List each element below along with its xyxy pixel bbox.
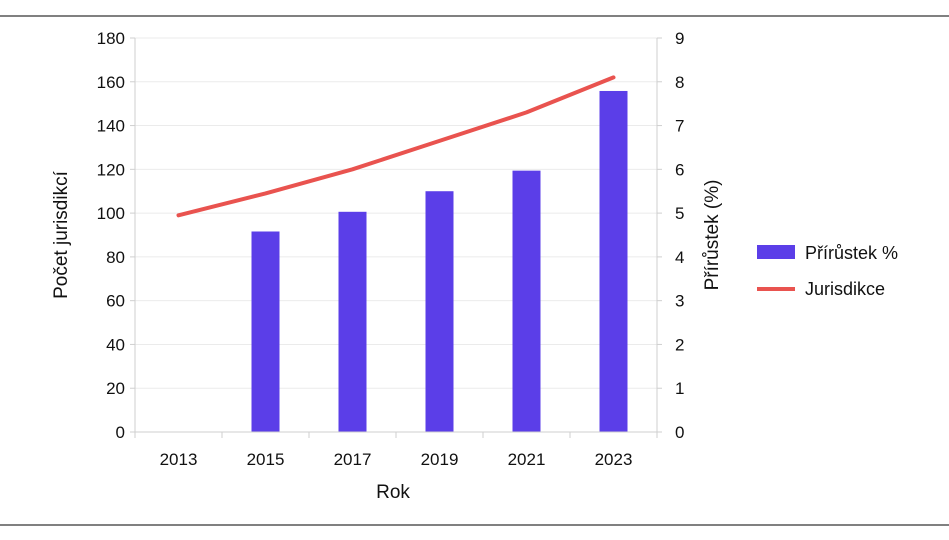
y2-tick-label: 8	[675, 73, 684, 92]
bar	[512, 170, 541, 432]
y-tick-label: 60	[106, 292, 125, 311]
y2-tick-label: 6	[675, 160, 684, 179]
legend-label-line: Jurisdikce	[805, 279, 885, 299]
x-tick-label: 2013	[160, 450, 198, 469]
y-axis-title: Počet jurisdikcí	[51, 170, 72, 298]
right-axis-ticks: 0 1 2 3 4 5 6 7 8 9	[657, 29, 684, 442]
y2-tick-label: 2	[675, 335, 684, 354]
y-tick-label: 40	[106, 335, 125, 354]
y2-tick-label: 0	[675, 423, 684, 442]
y-tick-label: 180	[97, 29, 125, 48]
legend-label-bar: Přírůstek %	[805, 243, 898, 263]
y2-tick-label: 9	[675, 29, 684, 48]
axes	[134, 38, 658, 433]
x-tick-label: 2021	[508, 450, 546, 469]
y-tick-label: 80	[106, 248, 125, 267]
y-tick-label: 120	[97, 160, 125, 179]
bar	[599, 90, 628, 433]
y-tick-label: 0	[116, 423, 125, 442]
x-axis-ticks: 2013 2015 2017 2019 2021 2023	[134, 432, 658, 469]
y2-axis-title: Přírůstek (%)	[702, 180, 723, 291]
x-tick-label: 2017	[334, 450, 372, 469]
y2-tick-label: 7	[675, 117, 684, 136]
bar	[338, 211, 367, 432]
legend-swatch-bar	[757, 245, 795, 259]
y2-tick-label: 1	[675, 379, 684, 398]
bar-series	[251, 90, 628, 433]
bar	[251, 231, 280, 432]
y2-tick-label: 5	[675, 204, 684, 223]
y-tick-label: 20	[106, 379, 125, 398]
line-series	[176, 75, 616, 218]
x-tick-label: 2015	[247, 450, 285, 469]
y-tick-label: 140	[97, 117, 125, 136]
x-tick-label: 2023	[595, 450, 633, 469]
gridlines	[135, 37, 657, 433]
y-tick-label: 100	[97, 204, 125, 223]
left-axis-ticks: 0 20 40 60 80 100 120 140 160 180	[97, 29, 135, 442]
line-path	[176, 75, 616, 218]
y2-tick-label: 3	[675, 292, 684, 311]
legend: Přírůstek % Jurisdikce	[757, 243, 898, 299]
y-tick-label: 160	[97, 73, 125, 92]
bar	[425, 191, 454, 432]
x-tick-label: 2019	[421, 450, 459, 469]
y2-tick-label: 4	[675, 248, 684, 267]
x-axis-title: Rok	[376, 482, 410, 503]
